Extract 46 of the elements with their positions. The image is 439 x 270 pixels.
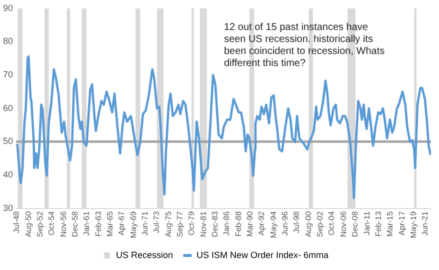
- x-tick-label: Apr-67: [117, 210, 126, 236]
- x-tick-label: Mar-90: [246, 210, 255, 237]
- x-tick-label: Mar-65: [106, 210, 115, 237]
- x-tick-label: Oct-79: [187, 210, 196, 236]
- x-tick-label: Oct-54: [47, 210, 56, 236]
- x-tick-label: Jun-96: [280, 210, 290, 236]
- x-tick-label: Dec-58: [70, 210, 80, 238]
- x-tick-label: Dec-08: [350, 210, 360, 238]
- x-tick-label: Sep-52: [35, 210, 44, 238]
- legend-label: US ISM New Order Index- 6mma: [196, 250, 329, 260]
- x-tick-label: May-69: [128, 210, 138, 238]
- x-tick-label: Dec-83: [210, 210, 220, 238]
- x-tick-label: Jul-98: [292, 210, 302, 234]
- x-tick-label: Jan-86: [222, 210, 232, 236]
- x-tick-label: Nov-81: [198, 210, 208, 238]
- legend-label: US Recession: [116, 250, 174, 260]
- x-tick-label: Jan-11: [362, 210, 372, 236]
- x-tick-label: Apr-17: [397, 210, 406, 236]
- x-tick-label: Aug-50: [24, 210, 33, 238]
- x-tick-label: Feb-88: [234, 210, 243, 237]
- annotation: 12 out of 15 past instances have seen US recession. historically its been coincident to recession, Whats different this time?: [224, 22, 386, 70]
- x-tick-label: Aug-00: [304, 210, 313, 238]
- y-tick-label: 40: [2, 169, 14, 180]
- x-tick-label: Feb-63: [94, 210, 103, 237]
- x-tick-label: Oct-04: [327, 210, 336, 236]
- x-tick-label: Apr-92: [257, 210, 266, 236]
- y-tick-label: 90: [2, 2, 14, 13]
- x-tick-label: Sep-77: [176, 210, 185, 238]
- y-tick-label: 50: [2, 136, 14, 146]
- x-tick-label: Jul-73: [152, 210, 162, 234]
- y-tick-label: 70: [2, 70, 14, 80]
- x-tick-label: Feb-13: [374, 210, 383, 237]
- x-tick-label: May-94: [268, 210, 278, 238]
- x-tick-label: Aug-75: [164, 210, 173, 238]
- x-tick-label: Mar-15: [386, 210, 395, 237]
- x-tick-label: Sep-02: [316, 210, 325, 238]
- y-tick-label: 60: [2, 102, 14, 113]
- x-tick-label: Jun-21: [420, 210, 430, 236]
- x-tick-label: Nov-56: [58, 210, 68, 238]
- y-tick-label: 80: [2, 36, 14, 46]
- x-tick-label: May-19: [408, 210, 418, 238]
- x-tick-label: Jul-48: [12, 210, 22, 234]
- x-tick-label: Nov-06: [338, 210, 348, 238]
- y-tick-label: 30: [2, 202, 14, 213]
- x-tick-label: Jan-61: [82, 210, 92, 236]
- x-tick-label: Jun-71: [140, 210, 150, 236]
